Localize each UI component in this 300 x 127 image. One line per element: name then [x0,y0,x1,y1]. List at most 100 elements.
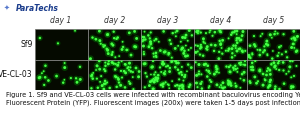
Point [105,34,110,36]
Point [257,49,262,51]
Point [146,46,151,48]
Point [230,56,235,58]
Point [257,54,262,56]
Point [274,68,279,70]
Point [183,74,188,76]
Point [204,47,208,50]
Point [250,53,255,55]
Point [193,44,198,46]
Point [199,73,204,75]
Point [110,51,115,53]
Point [182,50,187,52]
Point [180,74,184,76]
Point [233,65,238,67]
Point [184,70,189,72]
Point [252,44,257,46]
Point [214,66,219,68]
Point [263,79,268,81]
Point [202,64,207,66]
Point [240,50,244,52]
Point [180,47,185,49]
Point [177,78,182,80]
Point [277,69,282,71]
Point [148,43,153,45]
Point [178,85,183,87]
Point [221,87,226,89]
Point [167,71,172,73]
Point [272,33,277,35]
Point [153,55,158,57]
Point [238,64,243,66]
Point [178,41,183,43]
Point [252,44,257,46]
Point [142,53,146,55]
Point [216,58,221,60]
Point [120,49,124,51]
Point [209,44,214,46]
Text: ✦: ✦ [4,4,9,10]
Point [243,50,248,52]
Point [198,31,203,34]
Point [62,79,67,81]
Point [231,45,236,47]
Point [176,69,180,71]
Point [238,39,243,41]
Point [128,83,133,85]
Point [107,87,112,89]
Point [74,77,78,79]
Point [148,41,153,43]
Point [292,37,296,39]
Point [194,74,199,76]
Point [180,84,185,86]
Point [257,70,262,72]
Point [160,63,164,65]
Point [270,58,275,60]
Point [126,66,131,68]
Point [91,72,96,74]
Point [196,32,200,34]
Point [207,79,212,81]
Point [214,68,219,70]
Point [240,51,245,53]
Point [204,69,209,71]
Point [170,80,175,82]
Point [273,65,278,67]
Point [206,71,211,73]
Point [231,67,236,69]
Point [146,34,151,36]
Point [238,39,243,41]
Point [127,69,131,71]
Point [226,80,230,82]
Point [256,80,260,82]
Point [221,86,226,89]
Point [232,31,236,33]
Point [154,52,158,54]
Point [236,48,241,50]
Point [261,51,266,53]
Point [169,61,174,63]
Point [159,71,164,73]
Point [78,78,83,80]
Point [166,83,170,85]
Point [183,37,188,39]
Point [198,31,203,34]
Point [224,50,228,52]
Point [201,40,206,42]
Point [127,32,132,34]
Point [206,71,211,73]
Point [273,86,278,88]
Point [153,77,158,79]
Point [273,86,278,88]
Point [167,87,172,89]
Point [37,77,42,79]
Point [148,31,153,34]
Point [281,61,286,64]
Point [227,81,232,83]
Point [154,52,158,54]
Point [285,56,290,58]
Point [110,61,115,64]
Point [226,48,231,50]
Point [169,43,173,45]
Point [203,42,208,44]
Point [257,69,262,71]
